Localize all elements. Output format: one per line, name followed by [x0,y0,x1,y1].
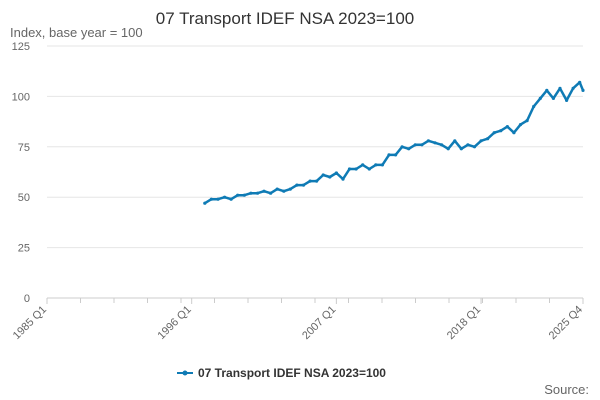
x-tick-label: 2025 Q4 [547,304,585,342]
data-point[interactable] [407,147,411,151]
data-point[interactable] [499,129,503,133]
data-point[interactable] [380,163,384,167]
data-point[interactable] [578,80,582,84]
data-point[interactable] [308,179,312,183]
data-point[interactable] [269,191,273,195]
data-point[interactable] [301,183,306,187]
data-point[interactable] [249,191,253,195]
chart-title: 07 Transport IDEF NSA 2023=100 [156,9,414,28]
series-line-0[interactable] [203,81,585,205]
data-point[interactable] [209,197,213,201]
grid-lines [47,45,583,299]
data-point[interactable] [532,104,536,109]
data-point[interactable] [341,177,345,181]
data-point[interactable] [413,143,417,147]
data-point[interactable] [479,139,483,143]
y-axis-ticks: 0 25 50 75 100 125 [12,41,30,305]
data-point[interactable] [216,197,220,201]
y-tick-label: 50 [18,192,30,204]
x-tick-label: 2007 Q1 [300,304,338,342]
data-point[interactable] [525,119,529,123]
data-point[interactable] [275,187,279,191]
data-point[interactable] [328,175,332,179]
data-point[interactable] [426,139,430,143]
data-point[interactable] [446,147,450,151]
data-point[interactable] [492,131,496,135]
data-point[interactable] [400,145,404,149]
data-point[interactable] [565,98,569,102]
y-tick-label: 0 [24,293,30,305]
data-point[interactable] [433,141,437,145]
x-tick-label: 2018 Q1 [445,304,483,342]
data-point[interactable] [242,193,246,197]
data-point[interactable] [551,96,556,100]
data-point[interactable] [486,137,490,141]
data-point[interactable] [558,86,562,90]
y-axis-label: Index, base year = 100 [10,25,143,40]
data-point[interactable] [347,167,352,171]
data-point[interactable] [394,153,398,157]
data-point[interactable] [440,143,444,147]
x-axis: 1985 Q1 1996 Q1 2007 Q1 2018 Q1 2025 Q4 [11,298,585,342]
data-point[interactable] [229,197,233,201]
data-point[interactable] [453,139,457,143]
data-point[interactable] [545,88,549,92]
series-layer[interactable] [203,80,585,205]
data-point[interactable] [466,143,470,147]
data-point[interactable] [518,123,523,127]
data-point[interactable] [354,167,358,171]
data-point[interactable] [367,167,371,171]
data-point[interactable] [361,163,365,167]
data-point[interactable] [581,88,585,92]
data-point[interactable] [459,147,463,151]
y-tick-label: 75 [18,142,30,154]
x-tick-label: 1985 Q1 [11,304,49,342]
y-tick-label: 25 [18,243,30,255]
data-point[interactable] [538,96,542,100]
data-point[interactable] [321,173,325,177]
data-point[interactable] [571,86,575,90]
data-point[interactable] [295,183,299,187]
data-point[interactable] [255,191,260,195]
data-point[interactable] [387,153,391,157]
data-point[interactable] [236,193,240,197]
source-label: Source: [544,382,589,397]
data-point[interactable] [288,187,292,191]
legend-marker-icon [182,370,188,376]
data-point[interactable] [223,195,227,199]
data-point[interactable] [420,143,424,147]
data-point[interactable] [203,201,207,205]
legend-label: 07 Transport IDEF NSA 2023=100 [198,366,386,380]
data-point[interactable] [315,179,319,183]
data-point[interactable] [512,131,516,135]
legend[interactable]: 07 Transport IDEF NSA 2023=100 [177,366,386,380]
data-point[interactable] [262,189,266,193]
y-tick-label: 125 [12,41,30,53]
data-point[interactable] [282,189,286,193]
y-tick-label: 100 [12,91,30,103]
data-point[interactable] [374,163,378,167]
x-tick-label: 1996 Q1 [155,304,193,342]
data-point[interactable] [334,171,338,175]
data-point[interactable] [505,125,509,129]
data-point[interactable] [472,145,477,149]
